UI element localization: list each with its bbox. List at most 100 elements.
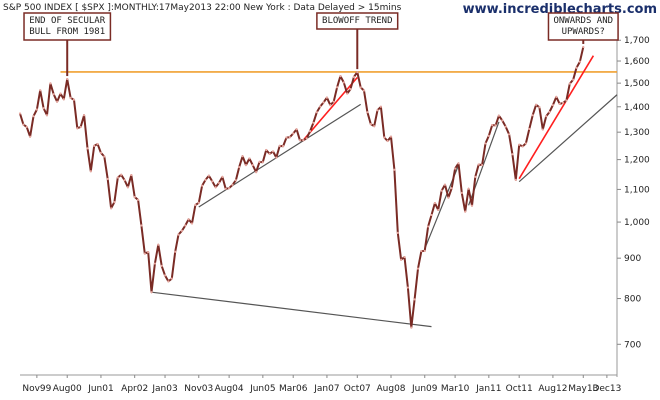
price-point: [460, 191, 463, 194]
price-point: [470, 204, 474, 207]
price-point: [521, 145, 524, 148]
price-point: [244, 163, 248, 167]
price-point: [180, 229, 183, 232]
price-point: [29, 135, 32, 138]
x-tick-label: Aug00: [53, 384, 82, 394]
price-point: [447, 196, 450, 199]
price-point: [389, 135, 393, 138]
price-point: [89, 170, 92, 173]
price-point: [295, 128, 298, 131]
price-point: [265, 148, 268, 152]
price-point: [578, 60, 581, 63]
price-point: [271, 150, 275, 153]
y-tick-label: 1,500: [624, 79, 650, 89]
price-point: [416, 267, 420, 270]
price-point: [79, 125, 82, 129]
x-tick-label: Jun05: [249, 384, 276, 394]
price-point: [322, 101, 325, 104]
y-tick-label: 1,000: [624, 218, 650, 228]
annotation-text: ONWARDS AND: [553, 16, 613, 26]
y-tick-label: 800: [624, 295, 641, 305]
price-point: [558, 102, 561, 105]
price-point: [147, 251, 150, 254]
price-point: [548, 110, 551, 114]
price-point: [109, 207, 113, 210]
price-point: [285, 136, 288, 139]
x-tick-label: Oct11: [506, 384, 533, 394]
price-point: [96, 142, 99, 146]
price-point: [507, 133, 511, 136]
annotation-box: [23, 12, 112, 41]
price-point: [241, 155, 244, 158]
y-tick-label: 1,700: [624, 36, 650, 46]
price-point: [39, 89, 42, 92]
x-tick-label: Jan11: [475, 384, 501, 394]
price-point: [480, 163, 484, 167]
price-point: [292, 132, 295, 135]
price-point: [572, 78, 575, 81]
price-point: [194, 203, 197, 207]
price-point: [59, 92, 62, 95]
price-point: [170, 277, 173, 280]
x-tick-label: Jun09: [411, 384, 438, 394]
price-point: [491, 124, 494, 127]
y-tick-label: 1,400: [624, 103, 650, 113]
price-point: [82, 114, 86, 117]
price-point: [383, 136, 386, 139]
price-point: [32, 115, 35, 118]
price-point: [72, 98, 76, 101]
blowoff-trendline: [302, 76, 358, 141]
price-point: [420, 249, 423, 253]
annotation-box: [547, 12, 619, 41]
x-tick-label: Jan07: [313, 384, 339, 394]
price-point: [45, 114, 49, 117]
price-point: [268, 152, 271, 156]
x-tick-label: Jun01: [87, 384, 114, 394]
price-point: [278, 144, 281, 147]
price-point: [359, 86, 362, 89]
price-point: [130, 173, 133, 177]
price-point: [305, 137, 308, 140]
price-point: [379, 105, 382, 108]
x-tick-label: Aug08: [377, 384, 406, 394]
trendline: [151, 291, 432, 328]
price-point: [443, 183, 447, 186]
x-tick-label: Mar10: [441, 384, 470, 394]
price-point: [511, 153, 514, 156]
price-point: [528, 127, 531, 131]
price-point: [349, 88, 352, 91]
x-tick-label: Nov03: [184, 384, 213, 394]
price-series: [18, 45, 585, 329]
price-point: [534, 103, 538, 106]
price-point: [582, 45, 585, 49]
price-point: [35, 108, 38, 111]
price-point: [403, 255, 406, 259]
price-point: [52, 93, 55, 96]
price-point: [76, 127, 79, 130]
price-point: [22, 123, 25, 126]
price-point: [69, 96, 72, 99]
price-point: [56, 100, 59, 103]
annotation-box: [316, 12, 399, 30]
price-point: [352, 75, 356, 79]
price-point: [568, 82, 571, 85]
price-point: [346, 92, 349, 95]
price-point: [440, 189, 443, 192]
price-point: [201, 184, 204, 187]
price-point: [518, 143, 521, 146]
price-point: [366, 111, 369, 114]
x-axis: Nov99 Aug00 Jun01 Apr02 Jan03 Nov03 Aug04 Jun05…: [20, 374, 621, 394]
price-point: [184, 224, 187, 227]
price-point: [497, 114, 501, 117]
y-tick-label: 1,100: [624, 185, 650, 195]
price-point: [150, 291, 153, 294]
price-point: [501, 119, 504, 122]
price-point: [248, 157, 251, 160]
price-point: [437, 208, 440, 212]
price-point: [386, 139, 389, 143]
price-point: [221, 175, 224, 178]
price-point: [396, 231, 399, 234]
price-point: [238, 166, 241, 169]
y-tick-label: 1,600: [624, 57, 650, 67]
